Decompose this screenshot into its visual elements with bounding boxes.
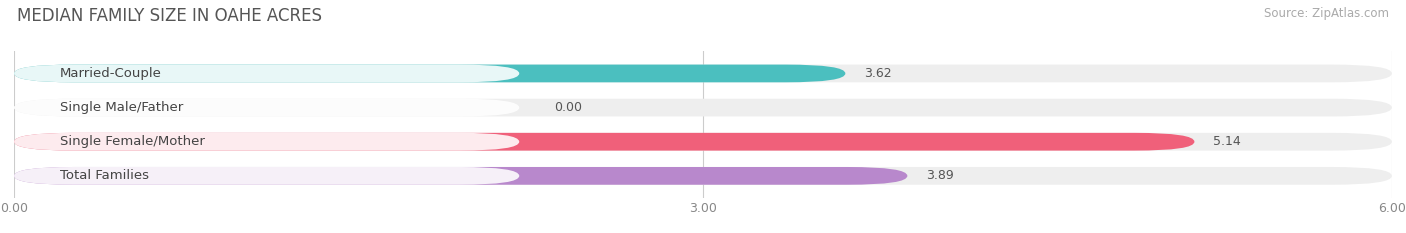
FancyBboxPatch shape <box>14 65 845 82</box>
FancyBboxPatch shape <box>14 65 519 82</box>
Text: Single Male/Father: Single Male/Father <box>60 101 183 114</box>
Text: Total Families: Total Families <box>60 169 149 182</box>
Text: Single Female/Mother: Single Female/Mother <box>60 135 205 148</box>
FancyBboxPatch shape <box>14 99 1392 116</box>
Text: 3.62: 3.62 <box>863 67 891 80</box>
Text: 0.00: 0.00 <box>554 101 582 114</box>
FancyBboxPatch shape <box>14 167 907 185</box>
FancyBboxPatch shape <box>14 133 519 151</box>
FancyBboxPatch shape <box>14 65 1392 82</box>
Text: MEDIAN FAMILY SIZE IN OAHE ACRES: MEDIAN FAMILY SIZE IN OAHE ACRES <box>17 7 322 25</box>
FancyBboxPatch shape <box>14 133 1195 151</box>
Text: Source: ZipAtlas.com: Source: ZipAtlas.com <box>1264 7 1389 20</box>
FancyBboxPatch shape <box>14 167 1392 185</box>
FancyBboxPatch shape <box>14 99 519 116</box>
FancyBboxPatch shape <box>14 133 1392 151</box>
Text: 3.89: 3.89 <box>925 169 953 182</box>
FancyBboxPatch shape <box>14 167 519 185</box>
Text: Married-Couple: Married-Couple <box>60 67 162 80</box>
Text: 5.14: 5.14 <box>1213 135 1240 148</box>
